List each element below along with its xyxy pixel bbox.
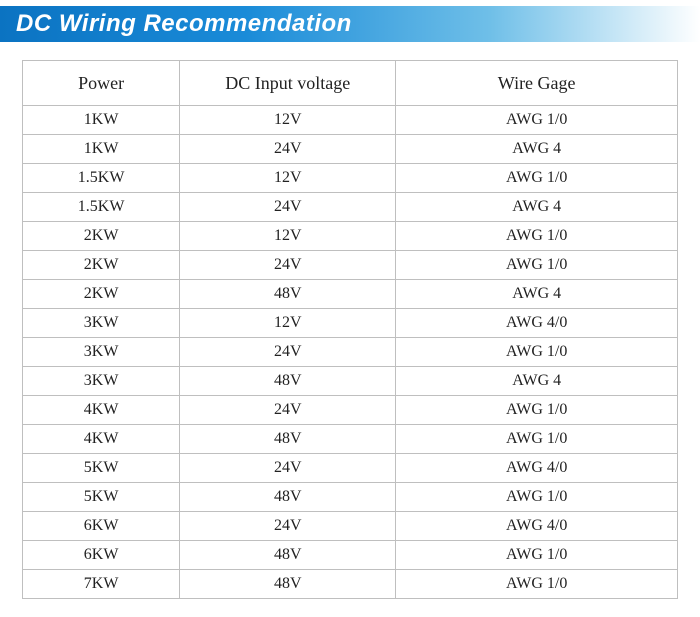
col-header-gage: Wire Gage [396,61,678,106]
table-row: 4KW48VAWG 1/0 [23,425,678,454]
table-row: 2KW12VAWG 1/0 [23,222,678,251]
cell-gage: AWG 4 [396,135,678,164]
cell-gage: AWG 1/0 [396,222,678,251]
cell-gage: AWG 1/0 [396,164,678,193]
wiring-table-body: 1KW12VAWG 1/0 1KW24VAWG 4 1.5KW12VAWG 1/… [23,106,678,599]
table-row: 1KW12VAWG 1/0 [23,106,678,135]
table-row: 5KW24VAWG 4/0 [23,454,678,483]
table-header-row: Power DC Input voltage Wire Gage [23,61,678,106]
cell-voltage: 48V [180,570,396,599]
cell-gage: AWG 4/0 [396,454,678,483]
cell-power: 1KW [23,135,180,164]
wiring-table: Power DC Input voltage Wire Gage 1KW12VA… [22,60,678,599]
cell-voltage: 48V [180,425,396,454]
cell-gage: AWG 1/0 [396,541,678,570]
cell-voltage: 24V [180,454,396,483]
cell-gage: AWG 1/0 [396,338,678,367]
table-row: 5KW48VAWG 1/0 [23,483,678,512]
table-row: 3KW48VAWG 4 [23,367,678,396]
table-row: 1.5KW24VAWG 4 [23,193,678,222]
cell-gage: AWG 4 [396,280,678,309]
cell-gage: AWG 1/0 [396,425,678,454]
col-header-power: Power [23,61,180,106]
table-row: 1.5KW12VAWG 1/0 [23,164,678,193]
cell-power: 1.5KW [23,164,180,193]
table-row: 7KW48VAWG 1/0 [23,570,678,599]
wiring-table-wrap: Power DC Input voltage Wire Gage 1KW12VA… [22,60,678,599]
cell-gage: AWG 1/0 [396,483,678,512]
cell-voltage: 12V [180,164,396,193]
page-title: DC Wiring Recommendation [0,6,700,42]
table-row: 1KW24VAWG 4 [23,135,678,164]
cell-power: 4KW [23,396,180,425]
col-header-voltage: DC Input voltage [180,61,396,106]
cell-gage: AWG 1/0 [396,396,678,425]
table-row: 6KW24VAWG 4/0 [23,512,678,541]
cell-gage: AWG 4 [396,367,678,396]
cell-voltage: 12V [180,106,396,135]
cell-power: 5KW [23,483,180,512]
cell-gage: AWG 1/0 [396,106,678,135]
cell-power: 1.5KW [23,193,180,222]
table-row: 6KW48VAWG 1/0 [23,541,678,570]
cell-gage: AWG 4/0 [396,309,678,338]
cell-power: 3KW [23,367,180,396]
table-row: 4KW24VAWG 1/0 [23,396,678,425]
cell-power: 7KW [23,570,180,599]
cell-power: 3KW [23,338,180,367]
page-root: DC Wiring Recommendation Power DC Input … [0,6,700,617]
cell-voltage: 24V [180,251,396,280]
cell-power: 1KW [23,106,180,135]
cell-voltage: 24V [180,396,396,425]
cell-voltage: 24V [180,135,396,164]
cell-voltage: 48V [180,483,396,512]
cell-power: 6KW [23,541,180,570]
cell-gage: AWG 4/0 [396,512,678,541]
cell-voltage: 24V [180,338,396,367]
table-row: 2KW24VAWG 1/0 [23,251,678,280]
cell-voltage: 24V [180,193,396,222]
cell-voltage: 24V [180,512,396,541]
cell-voltage: 48V [180,367,396,396]
cell-power: 5KW [23,454,180,483]
cell-gage: AWG 4 [396,193,678,222]
cell-power: 2KW [23,251,180,280]
table-row: 2KW48VAWG 4 [23,280,678,309]
cell-voltage: 48V [180,541,396,570]
cell-voltage: 12V [180,222,396,251]
cell-voltage: 48V [180,280,396,309]
cell-gage: AWG 1/0 [396,570,678,599]
page-title-text: DC Wiring Recommendation [16,10,352,37]
cell-power: 2KW [23,280,180,309]
cell-power: 6KW [23,512,180,541]
table-row: 3KW12VAWG 4/0 [23,309,678,338]
wiring-table-head: Power DC Input voltage Wire Gage [23,61,678,106]
table-row: 3KW24VAWG 1/0 [23,338,678,367]
cell-voltage: 12V [180,309,396,338]
cell-power: 4KW [23,425,180,454]
cell-power: 3KW [23,309,180,338]
cell-power: 2KW [23,222,180,251]
cell-gage: AWG 1/0 [396,251,678,280]
